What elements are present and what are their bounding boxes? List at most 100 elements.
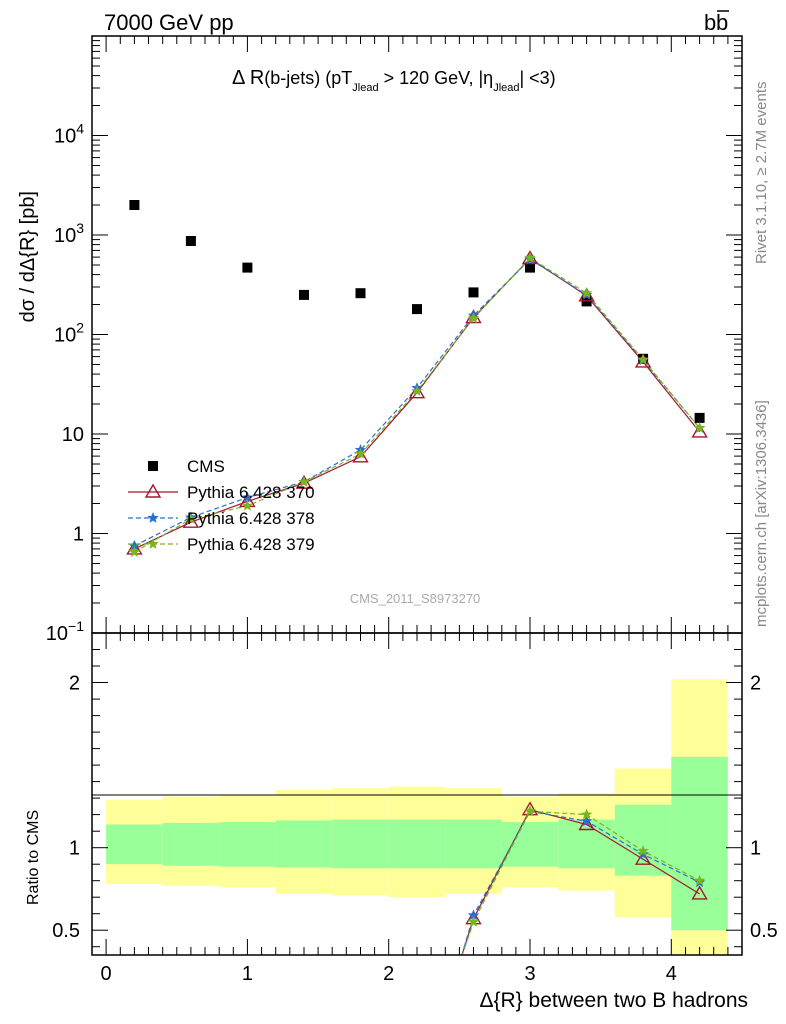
main-y-tick-label-5: 104 — [54, 121, 84, 148]
title-part2: (b-jets) (pT — [264, 68, 352, 88]
legend-marker-pythia-6-428-370 — [144, 483, 162, 498]
ratio-point-pythia-6-428-379-1 — [467, 916, 480, 927]
inner-band-bin-9 — [614, 804, 672, 876]
x-tick-label-3: 3 — [524, 963, 535, 985]
inner-band-bin-7 — [501, 822, 559, 867]
tick-exponent: 2 — [76, 320, 84, 336]
point-pythia-6-428-370-3 — [295, 474, 313, 489]
main-y-tick-label-2: 10 — [62, 424, 84, 446]
tick-base: 10 — [62, 424, 84, 446]
mcplots-label: mcplots.cern.ch [arXiv:1306.3436] — [753, 400, 770, 627]
point-pythia-6-428-370-1 — [182, 513, 200, 528]
ratio-point-pythia-6-428-378-3 — [580, 815, 593, 827]
ratio-y-axis-label: Ratio to CMS — [25, 810, 42, 905]
header-final-state: b b — [704, 10, 729, 35]
tick-exponent: 4 — [76, 121, 84, 137]
point-pythia-6-428-370-9 — [634, 353, 652, 368]
ratio-panel-marks — [461, 801, 708, 955]
ratio-point-pythia-6-428-378-4 — [637, 848, 649, 860]
point-cms-1 — [185, 236, 196, 246]
point-pythia-6-428-378-0 — [128, 539, 141, 551]
point-pythia-6-428-379-1 — [185, 513, 197, 524]
point-pythia-6-428-379-8 — [580, 287, 593, 299]
legend: CMS Pythia 6.428 370 Pythia 6.428 378 Pythi… — [128, 457, 315, 554]
main-y-tick-label-3: 102 — [54, 320, 84, 347]
main-y-tick-label-0: 10−1 — [46, 618, 84, 645]
inner-band-bin-10 — [671, 756, 728, 931]
title-sub2: Jlead — [493, 82, 519, 94]
point-pythia-6-428-379-6 — [467, 312, 480, 324]
point-pythia-6-428-379-5 — [411, 385, 423, 396]
ratio-y-tick-label-left-2: 2 — [69, 673, 80, 695]
legend-label-cms: CMS — [187, 457, 225, 476]
ratio-series-group — [461, 801, 708, 955]
inner-band-bin-6 — [445, 819, 502, 869]
point-pythia-6-428-379-7 — [524, 251, 536, 263]
ratio-uncertainty-bands — [106, 679, 728, 955]
legend-marker-cms — [148, 461, 158, 471]
tick-base: 10 — [54, 126, 76, 148]
x-axis-label: Δ{R} between two B hadrons — [479, 989, 748, 1012]
main-y-tick-label-4: 103 — [54, 220, 84, 247]
main-y-tick-label-1: 1 — [73, 524, 84, 546]
series-line-pythia-6-428-378 — [134, 258, 701, 547]
ratio-line-pythia-6-428-370 — [461, 808, 700, 955]
point-pythia-6-428-370-10 — [691, 423, 708, 438]
ratio-point-pythia-6-428-379-5 — [693, 874, 706, 886]
legend-entry-cms: CMS — [148, 457, 225, 476]
point-pythia-6-428-379-3 — [298, 475, 310, 487]
x-tick-label-2: 2 — [383, 963, 394, 985]
main-y-axis-label: dσ / dΔ{R} [pb] — [17, 191, 39, 322]
plot-title: Δ R(b-jets) (pTJlead > 120 GeV, |ηJlead|… — [232, 67, 556, 94]
point-pythia-6-428-379-2 — [241, 499, 254, 511]
point-cms-10 — [694, 412, 705, 423]
tick-base: 10 — [54, 325, 76, 347]
tick-exponent: −1 — [68, 618, 84, 634]
point-cms-3 — [299, 289, 309, 300]
ratio-y-tick-label-left-0.5: 0.5 — [52, 920, 80, 942]
point-pythia-6-428-379-0 — [128, 546, 141, 557]
legend-entry-pythia-6-428-378: Pythia 6.428 378 — [128, 509, 315, 528]
series-line-pythia-6-428-370 — [134, 257, 701, 550]
inner-band-bin-8 — [558, 819, 615, 869]
legend-marker-pythia-6-428-379 — [147, 538, 159, 549]
x-tick-label-4: 4 — [666, 963, 677, 985]
point-cms-5 — [412, 304, 422, 315]
point-cms-7 — [525, 262, 535, 273]
header-bbar: b — [716, 10, 728, 35]
ratio-point-pythia-6-428-379-3 — [580, 808, 593, 820]
legend-label-pythia-6-428-370: Pythia 6.428 370 — [187, 483, 315, 502]
title-part4: | <3) — [519, 68, 555, 88]
rivet-label: Rivet 3.1.10, ≥ 2.7M events — [753, 82, 770, 265]
title-part3: > 120 GeV, |η — [379, 68, 494, 88]
ratio-point-pythia-6-428-370-2 — [521, 801, 539, 816]
x-tick-label-0: 0 — [101, 963, 112, 985]
ratio-y-tick-label-right-0.5: 0.5 — [750, 920, 778, 942]
inner-band-bin-3 — [275, 820, 333, 868]
ratio-point-pythia-6-428-379-4 — [637, 845, 649, 856]
ratio-y-tick-label-left-1: 1 — [69, 838, 80, 860]
title-part1: Δ R — [232, 67, 264, 89]
point-pythia-6-428-378-2 — [241, 491, 254, 503]
ratio-point-pythia-6-428-370-3 — [578, 816, 595, 831]
tick-base: 10 — [54, 225, 76, 247]
ratio-point-pythia-6-428-378-1 — [467, 909, 480, 921]
analysis-watermark: CMS_2011_S8973270 — [350, 591, 481, 606]
tick-base: 10 — [46, 623, 68, 645]
point-pythia-6-428-379-4 — [354, 448, 367, 459]
point-pythia-6-428-379-9 — [637, 353, 649, 365]
point-cms-6 — [468, 287, 479, 298]
header-process: 7000 GeV pp — [104, 10, 234, 35]
series-line-pythia-6-428-379 — [134, 257, 701, 553]
inner-band-bin-0 — [106, 824, 163, 865]
legend-label-pythia-6-428-378: Pythia 6.428 378 — [187, 509, 315, 528]
legend-label-pythia-6-428-379: Pythia 6.428 379 — [187, 535, 315, 554]
point-cms-0 — [129, 200, 140, 210]
main-panel-marks — [126, 200, 708, 557]
inner-band-bin-5 — [388, 819, 446, 869]
tick-exponent: 3 — [76, 220, 84, 236]
ratio-line-pythia-6-428-379 — [461, 810, 700, 955]
legend-entry-pythia-6-428-370: Pythia 6.428 370 — [128, 483, 315, 502]
